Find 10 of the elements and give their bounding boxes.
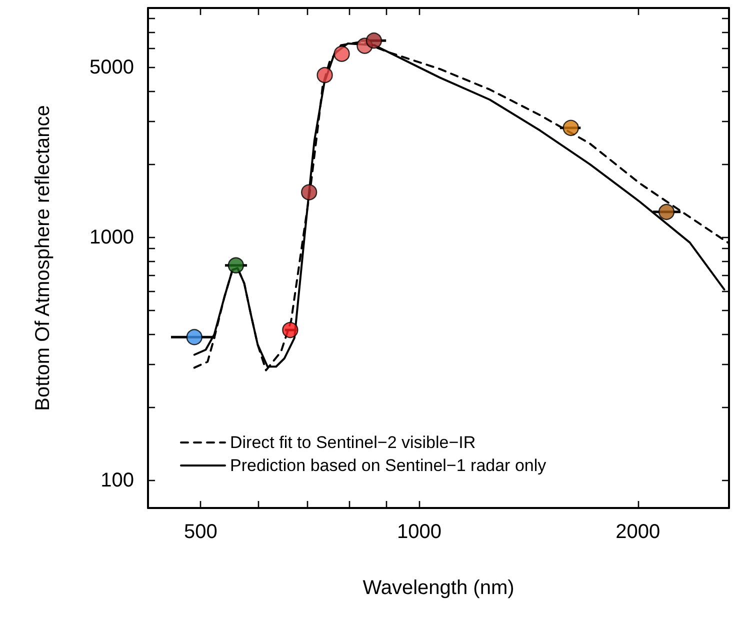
y-tick-label: 100 xyxy=(100,469,134,492)
x-tick-label: 1000 xyxy=(397,521,442,543)
x-tick-label: 500 xyxy=(184,521,218,543)
legend-label: Direct fit to Sentinel−2 visible−IR xyxy=(230,433,476,452)
x-axis-title: Wavelength (nm) xyxy=(362,577,514,599)
y-axis-title: Bottom Of Atmosphere reflectance xyxy=(32,105,54,411)
y-tick-label: 5000 xyxy=(90,56,134,79)
legend-label: Prediction based on Sentinel−1 radar only xyxy=(230,456,547,475)
x-tick-label: 2000 xyxy=(616,521,660,543)
y-tick-label: 1000 xyxy=(90,226,134,248)
